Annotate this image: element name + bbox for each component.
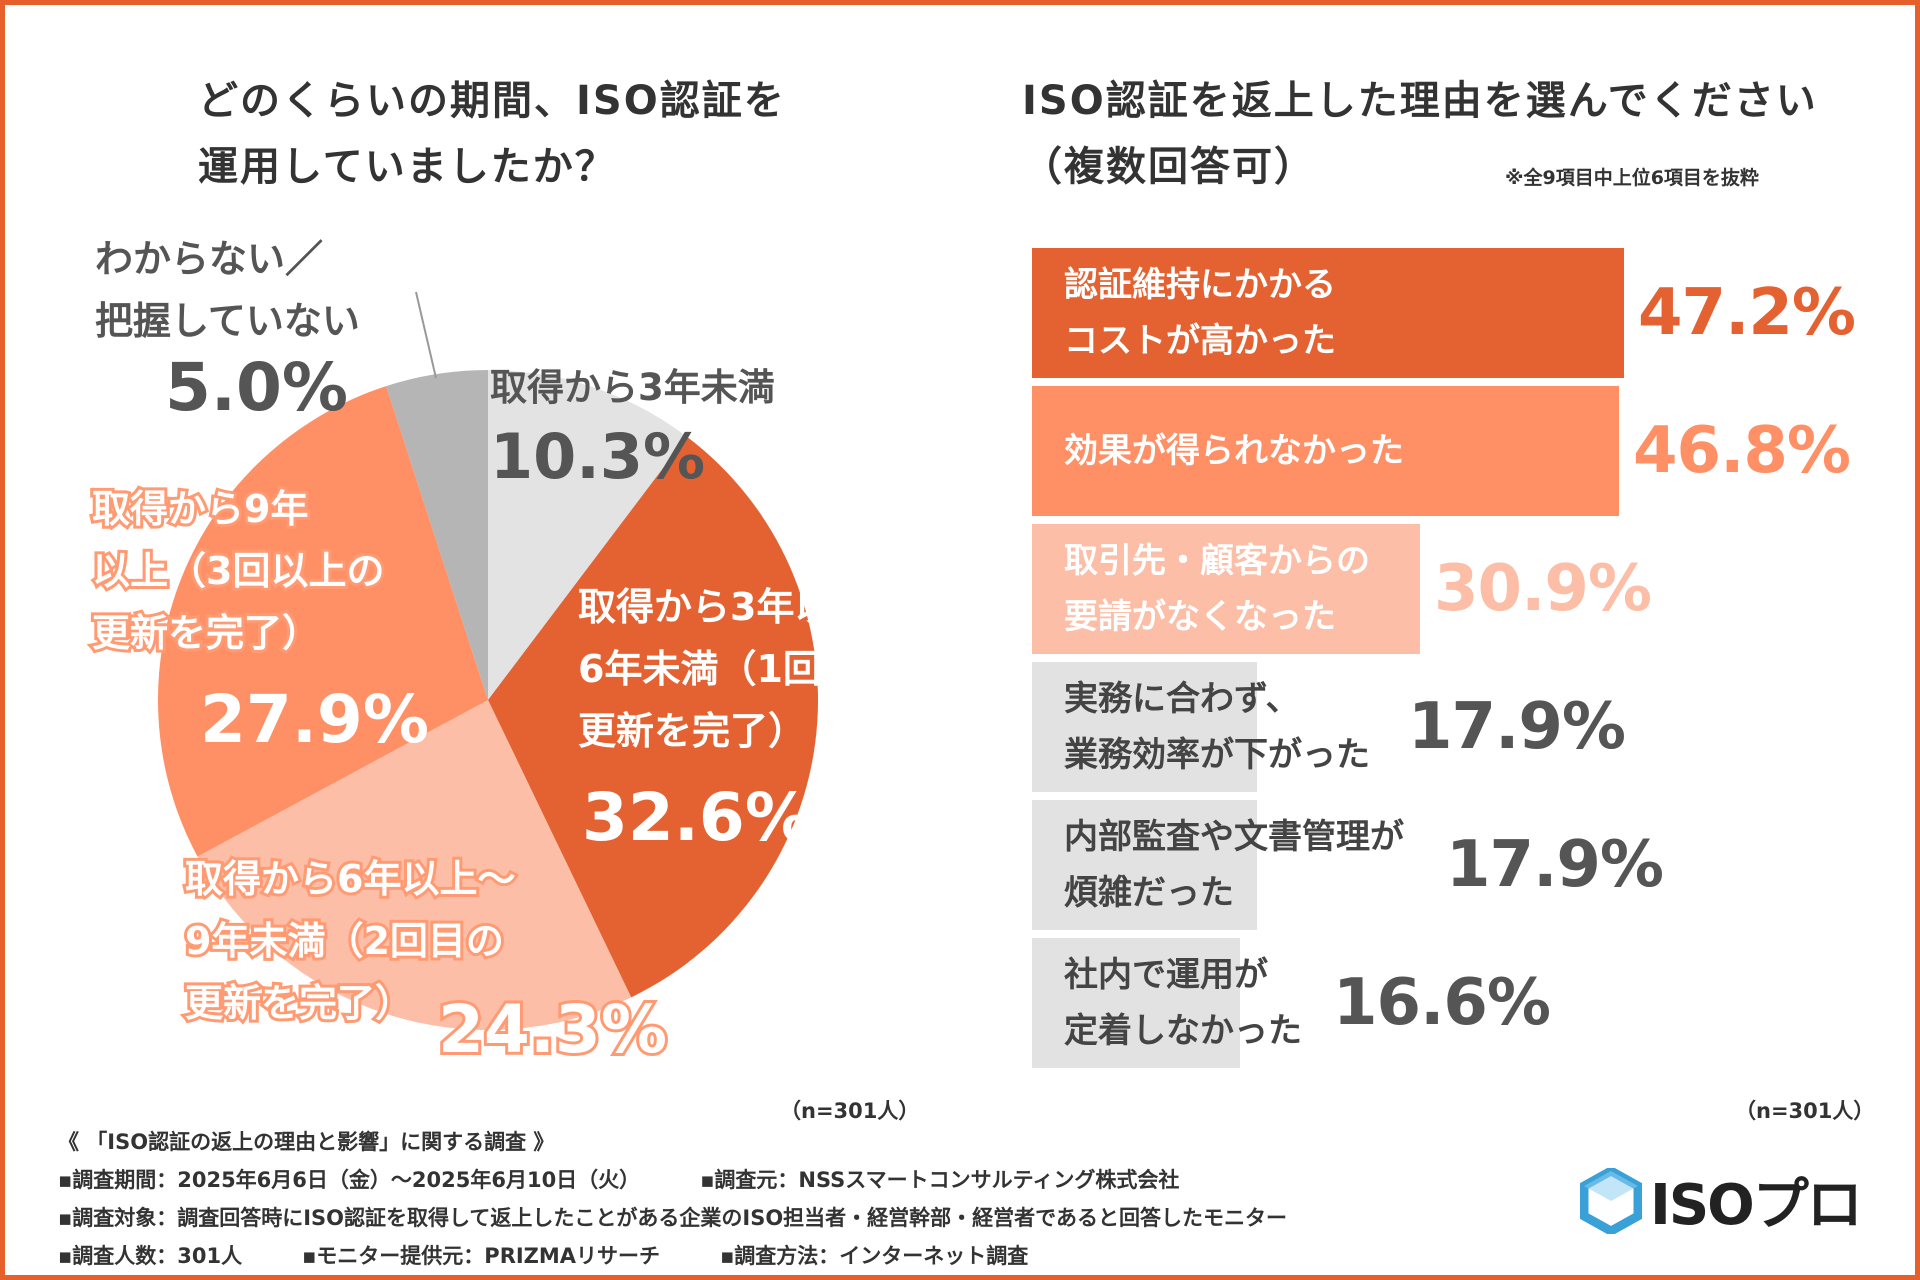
pie-label-4-line-1: 取得から9年	[92, 487, 308, 531]
bar-value-2: 46.8%	[1633, 414, 1851, 488]
pie-label-3-line-2: 9年未満（2回目の	[185, 919, 504, 963]
survey-period: ▪調査期間：2025年6月6日（金）～2025年6月10日（火）	[58, 1168, 641, 1192]
pie-label-2-line-3: 更新を完了）	[578, 709, 806, 753]
pie-slice-2	[488, 436, 818, 998]
bar-label-2: 効果が得られなかった	[1064, 431, 1404, 471]
survey-row-1: ▪調査期間：2025年6月6日（金）～2025年6月10日（火） ▪調査元：NSS…	[58, 1164, 1239, 1194]
pie-label-2-line-1: 取得から3年以上～	[578, 585, 908, 629]
bar-3: 取引先・顧客からの 要請がなくなった	[1032, 524, 1420, 654]
survey-source: ▪調査元：NSSスマートコンサルティング株式会社	[700, 1168, 1180, 1192]
bar-sample-size: （n=301人）	[1735, 1099, 1875, 1123]
pie-label-5-line-1: わからない／	[95, 237, 323, 281]
bar-value-1: 47.2%	[1638, 276, 1856, 350]
bar-title-line-1: ISO認証を返上した理由を選んでください	[1022, 78, 1818, 124]
pie-label-5-line-2: 把握していない	[95, 299, 360, 343]
pie-chart: 取得から3年未満10.3%取得から3年以上～6年未満（1回目の更新を完了）32.…	[89, 237, 908, 1071]
pie-value-2: 32.6%	[582, 779, 811, 856]
bar-label-1: 認証維持にかかる コストが高かった	[1064, 265, 1336, 361]
hexagon-icon	[1580, 1167, 1642, 1234]
bar-value-6: 16.6%	[1333, 966, 1551, 1040]
pie-label-1-line-1: 取得から3年未満	[490, 366, 775, 409]
logo-text: ISOプロ	[1650, 1173, 1863, 1238]
bar-label-3: 取引先・顧客からの 要請がなくなった	[1064, 541, 1370, 637]
pie-title-line-1: どのくらいの期間、ISO認証を	[198, 78, 786, 124]
pie-label-2-line-2: 6年未満（1回目の	[578, 647, 897, 691]
bar-value-5: 17.9%	[1446, 828, 1664, 902]
pie-label-3-line-3: 更新を完了）	[185, 981, 413, 1025]
pie-value-1: 10.3%	[490, 420, 705, 493]
bar-4: 実務に合わず、 業務効率が下がった	[1032, 662, 1370, 792]
bar-6: 社内で運用が 定着しなかった	[1032, 938, 1302, 1068]
bar-chart-title: ISO認証を返上した理由を選んでください （複数回答可）	[1022, 68, 1822, 200]
pie-label-4-line-2: 以上（3回以上の	[92, 549, 384, 593]
pie-slice-4	[158, 386, 489, 857]
pie-label-4-line-3: 更新を完了）	[92, 611, 320, 655]
pie-leader-line	[415, 291, 437, 379]
bar-value-4: 17.9%	[1408, 690, 1626, 764]
survey-target: ▪調査対象：調査回答時にISO認証を取得して返上したことがある企業のISO担当者…	[58, 1206, 1287, 1230]
brand-logo: ISOプロ	[1580, 1160, 1863, 1241]
pie-slice-3	[197, 700, 632, 1030]
bar-value-3: 30.9%	[1434, 552, 1652, 626]
pie-sample-size: （n=301人）	[780, 1099, 920, 1123]
pie-value-4: 27.9%	[200, 681, 429, 758]
survey-row-3: ▪調査人数：301人 ▪モニター提供元：PRIZMAリサーチ ▪調査方法：インターネ…	[58, 1240, 1088, 1270]
survey-method: ▪調査方法：インターネット調査	[720, 1244, 1029, 1268]
survey-provider: ▪モニター提供元：PRIZMAリサーチ	[302, 1244, 661, 1268]
pie-value-5: 5.0%	[165, 349, 348, 426]
pie-title-line-2: 運用していましたか？	[198, 144, 617, 190]
bar-label-5: 内部監査や文書管理が 煩雑だった	[1064, 817, 1404, 913]
bar-label-6: 社内で運用が 定着しなかった	[1064, 955, 1302, 1051]
bar-5: 内部監査や文書管理が 煩雑だった	[1032, 800, 1404, 930]
bar-label-4: 実務に合わず、 業務効率が下がった	[1064, 679, 1370, 775]
pie-label-3-line-1: 取得から6年以上～	[185, 857, 515, 901]
pie-value-3: 24.3%	[438, 991, 667, 1068]
bar-1: 認証維持にかかる コストが高かった	[1032, 248, 1624, 378]
pie-slice-1	[488, 369, 687, 700]
survey-title: 《 「ISO認証の返上の理由と影響」に関する調査 》	[58, 1130, 555, 1154]
pie-slice-5	[386, 370, 488, 700]
bar-title-line-2: （複数回答可）	[1022, 144, 1316, 190]
survey-count: ▪調査人数：301人	[58, 1244, 243, 1268]
bar-2: 効果が得られなかった	[1032, 386, 1619, 516]
pie-chart-title: どのくらいの期間、ISO認証を 運用していましたか？	[198, 68, 838, 200]
bar-chart-note: ※全9項目中上位6項目を抜粋	[1505, 167, 1759, 189]
